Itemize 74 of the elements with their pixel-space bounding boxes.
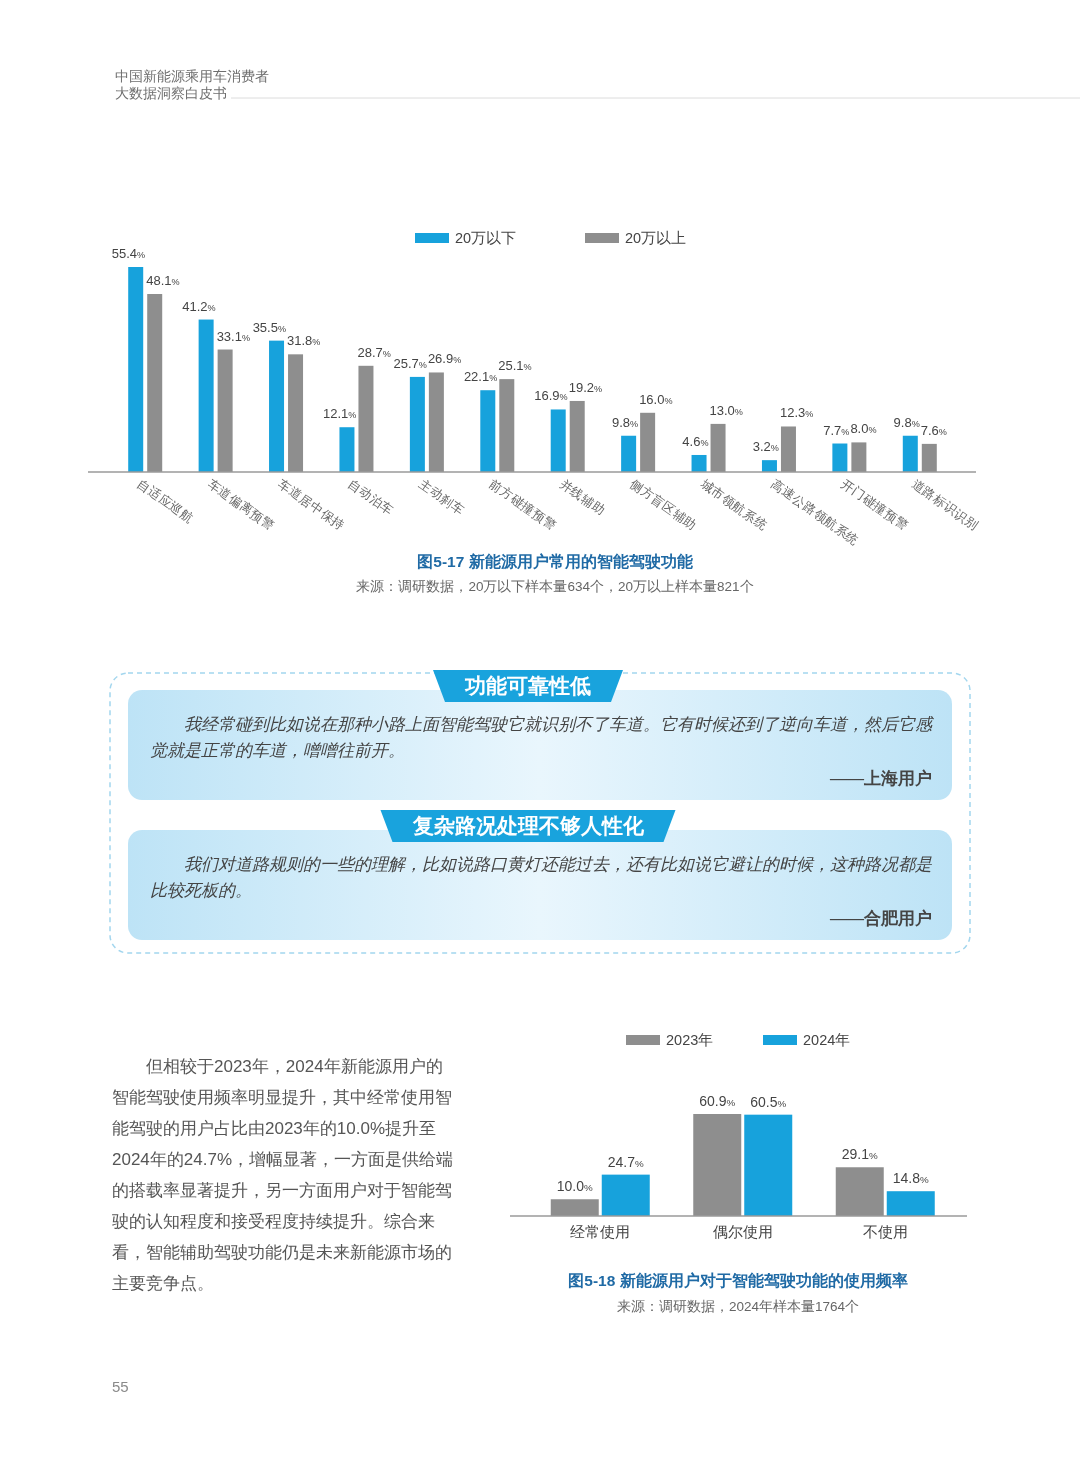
bar: [269, 340, 285, 472]
legend-label: 20万以上: [625, 230, 687, 246]
x-tick-label: 城市领航系统: [697, 476, 770, 534]
data-label: 10.0%: [556, 1178, 594, 1195]
text: 我们对道路规则的一些的理解，比如说路口黄灯还能过去，还有比如说它避让的时候，这种路况都是比较死板的。: [150, 854, 932, 902]
data-label: 22.1%: [463, 369, 498, 385]
bar: [761, 460, 777, 472]
text: ——合肥用户: [829, 908, 932, 930]
bar: [621, 435, 637, 472]
data-label: 19.2%: [568, 379, 603, 395]
data-label: 4.6%: [682, 433, 709, 449]
bar: [886, 1191, 935, 1216]
data-label: 25.1%: [498, 358, 532, 374]
bar: [339, 427, 355, 472]
x-tick-label: 不使用: [862, 1223, 908, 1240]
data-label: 60.9%: [699, 1093, 736, 1109]
source-note: 来源：调研数据，20万以下样本量634个，20万以上样本量821个: [356, 579, 754, 594]
text: 但相较于2023年，2024年新能源用户的智能驾驶使用频率明显提升，其中经常使用智能驾驶的用户占比由2023年的10.0%提升至2024年的24.7%，增幅显著，一方面是供给端的搭载率显著提升，另一方面用户对于智能驾驶的认知程度和接受程度持续提升。综合来看，智能辅助驾驶功能仍是未来新能源市场的主要竞争点。: [112, 1055, 455, 1295]
legend-label: 2024年: [803, 1032, 851, 1048]
data-label: 31.8%: [287, 333, 321, 349]
data-label: 12.3%: [779, 405, 814, 421]
data-label: 24.7%: [607, 1153, 645, 1170]
bar: [691, 454, 707, 472]
data-label: 3.2%: [752, 439, 779, 455]
x-tick-label: 主动刹车: [416, 476, 468, 519]
data-label: 28.7%: [357, 344, 391, 360]
data-label: 9.8%: [611, 414, 639, 430]
x-tick-label: 偶尔使用: [712, 1223, 773, 1240]
x-tick-label: 车道偏离预警: [204, 476, 278, 534]
data-label: 48.1%: [146, 273, 180, 289]
legend-label: 2023年: [666, 1032, 714, 1048]
data-label: 9.8%: [893, 414, 920, 430]
bar: [832, 443, 848, 472]
text: 中国新能源乘用车消费者: [115, 68, 269, 84]
data-label: 12.1%: [323, 406, 357, 422]
x-tick-label: 经常使用: [570, 1223, 631, 1240]
data-label: 16.0%: [639, 391, 673, 407]
data-label: 33.1%: [216, 328, 251, 344]
bar: [550, 409, 566, 472]
text: ——上海用户: [829, 768, 932, 790]
bar: [601, 1174, 650, 1216]
text: 大数据洞察白皮书: [115, 85, 227, 101]
bar: [198, 319, 214, 472]
data-label: 16.9%: [534, 388, 568, 404]
x-tick-label: 道路标识识别: [909, 476, 981, 534]
bar: [744, 1114, 793, 1216]
source-note: 来源：调研数据，2024年样本量1764个: [616, 1299, 860, 1314]
x-tick-label: 自适应巡航: [134, 476, 197, 526]
data-label: 8.0%: [850, 421, 877, 437]
bar: [128, 267, 144, 472]
data-label: 26.9%: [427, 351, 462, 367]
data-label: 60.5%: [750, 1093, 787, 1110]
data-label: 41.2%: [182, 298, 216, 314]
text: 我经常碰到比如说在那种小路上面智能驾驶它就识别不了车道。它有时候还到了逆向车道，然后它感觉就是正常的车道，噌噌往前开。: [150, 714, 932, 762]
data-label: 29.1%: [841, 1146, 879, 1163]
x-tick-label: 侧方盲区辅助: [627, 476, 700, 534]
text: 功能可靠性低: [464, 674, 591, 697]
data-label: 13.0%: [709, 402, 743, 418]
legend-label: 20万以下: [455, 230, 517, 246]
x-tick-label: 自动泊车: [345, 476, 397, 519]
x-tick-label: 车道居中保持: [275, 476, 348, 534]
text: 复杂路况处理不够人性化: [411, 814, 645, 837]
data-label: 14.8%: [892, 1170, 930, 1187]
data-label: 7.6%: [920, 422, 947, 438]
text: 55: [112, 1378, 129, 1395]
text: 图5-17 新能源用户常用的智能驾驶功能: [417, 553, 693, 570]
bar: [902, 435, 918, 472]
data-label: 25.7%: [393, 355, 427, 371]
data-label: 35.5%: [252, 319, 287, 335]
bar: [409, 376, 425, 472]
data-label: 7.7%: [823, 422, 850, 438]
text: 图5-18 新能源用户对于智能驾驶功能的使用频率: [568, 1272, 908, 1289]
bar: [480, 390, 496, 472]
data-label: 55.4%: [111, 246, 146, 261]
